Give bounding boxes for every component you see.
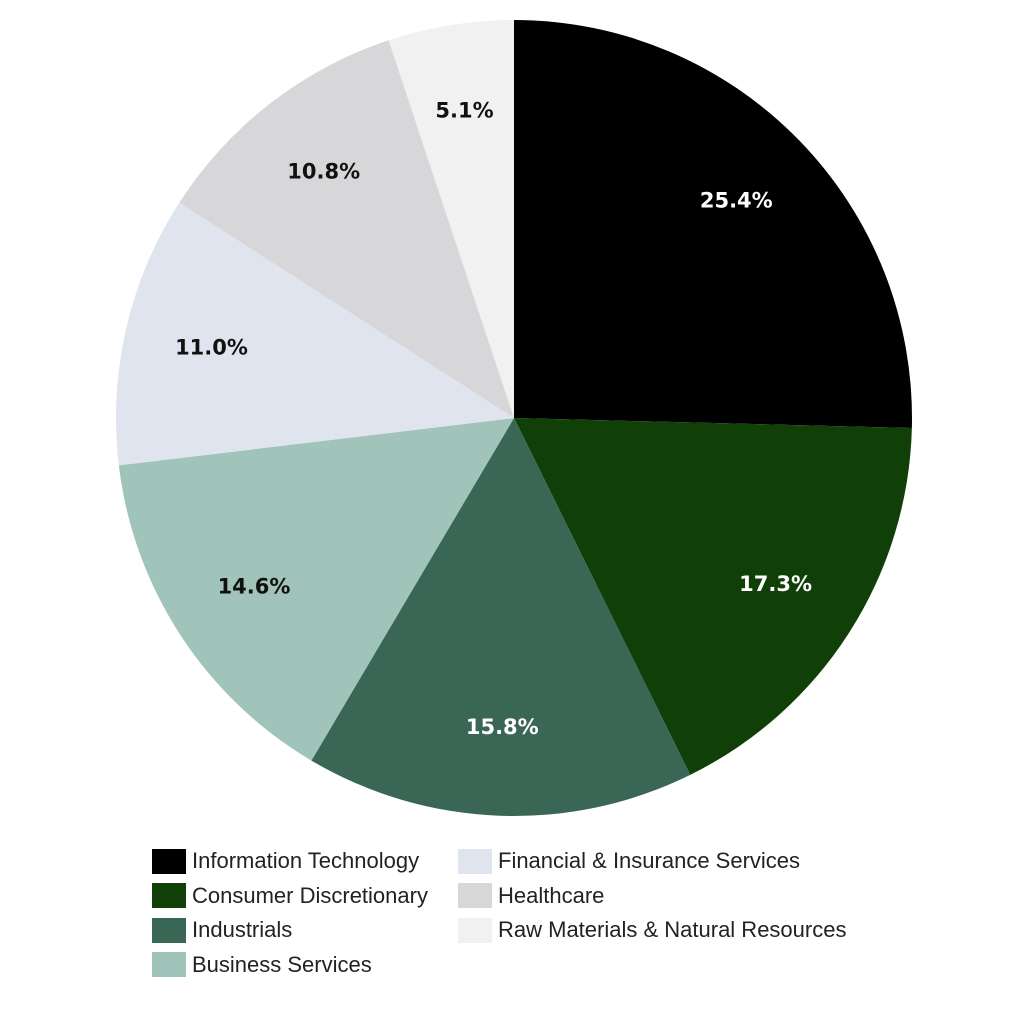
legend-item-financial-and-insurance-services: Financial & Insurance Services <box>458 846 800 876</box>
legend-item-industrials: Industrials <box>152 915 292 945</box>
pie-slice-raw-materials-and-natural-resources <box>388 20 514 418</box>
pie-slice-financial-and-insurance-services <box>115 202 514 466</box>
legend-item-information-technology: Information Technology <box>152 846 419 876</box>
legend-item-healthcare: Healthcare <box>458 881 604 911</box>
legend-item-raw-materials-and-natural-resources: Raw Materials & Natural Resources <box>458 915 846 945</box>
legend-swatch <box>458 883 492 908</box>
legend-label: Business Services <box>192 951 372 977</box>
slice-label-financial-and-insurance-services: 11.0% <box>175 335 248 359</box>
pie-slices <box>115 20 912 817</box>
pie-slice-business-services <box>118 418 514 761</box>
legend-label: Raw Materials & Natural Resources <box>498 917 847 942</box>
pie-chart: 25.4% 17.3% 15.8% 14.6% 11.0% 10.8% 5.1% <box>115 20 912 817</box>
legend-swatch <box>458 917 492 943</box>
legend-swatch <box>152 883 186 908</box>
pie-slice-industrials <box>311 418 691 817</box>
slice-label-industrials: 15.8% <box>466 715 539 739</box>
slice-label-healthcare: 10.8% <box>287 160 360 184</box>
slice-label-consumer-discretionary: 17.3% <box>739 572 812 596</box>
pie-slice-consumer-discretionary <box>514 418 912 775</box>
legend-swatch <box>152 917 186 943</box>
legend-label: Industrials <box>192 917 293 942</box>
slice-label-business-services: 14.6% <box>218 575 291 599</box>
legend-label: Consumer Discretionary <box>192 882 428 908</box>
legend-label: Information Technology <box>192 848 420 873</box>
legend-item-consumer-discretionary: Consumer Discretionary <box>152 881 428 911</box>
legend-swatch <box>458 848 492 874</box>
legend: Information Technology Consumer Discretio… <box>152 846 912 986</box>
slice-label-information-technology: 25.4% <box>700 188 773 212</box>
slice-label-raw-materials-and-natural-resources: 5.1% <box>435 99 493 123</box>
legend-swatch <box>152 848 186 874</box>
legend-swatch <box>152 952 186 977</box>
legend-label: Healthcare <box>498 882 605 908</box>
legend-label: Financial & Insurance Services <box>498 848 801 873</box>
pie-labels: 25.4% 17.3% 15.8% 14.6% 11.0% 10.8% 5.1% <box>175 99 812 740</box>
legend-item-business-services: Business Services <box>152 950 372 980</box>
pie-slice-information-technology <box>514 20 912 428</box>
pie-slice-healthcare <box>179 40 515 418</box>
